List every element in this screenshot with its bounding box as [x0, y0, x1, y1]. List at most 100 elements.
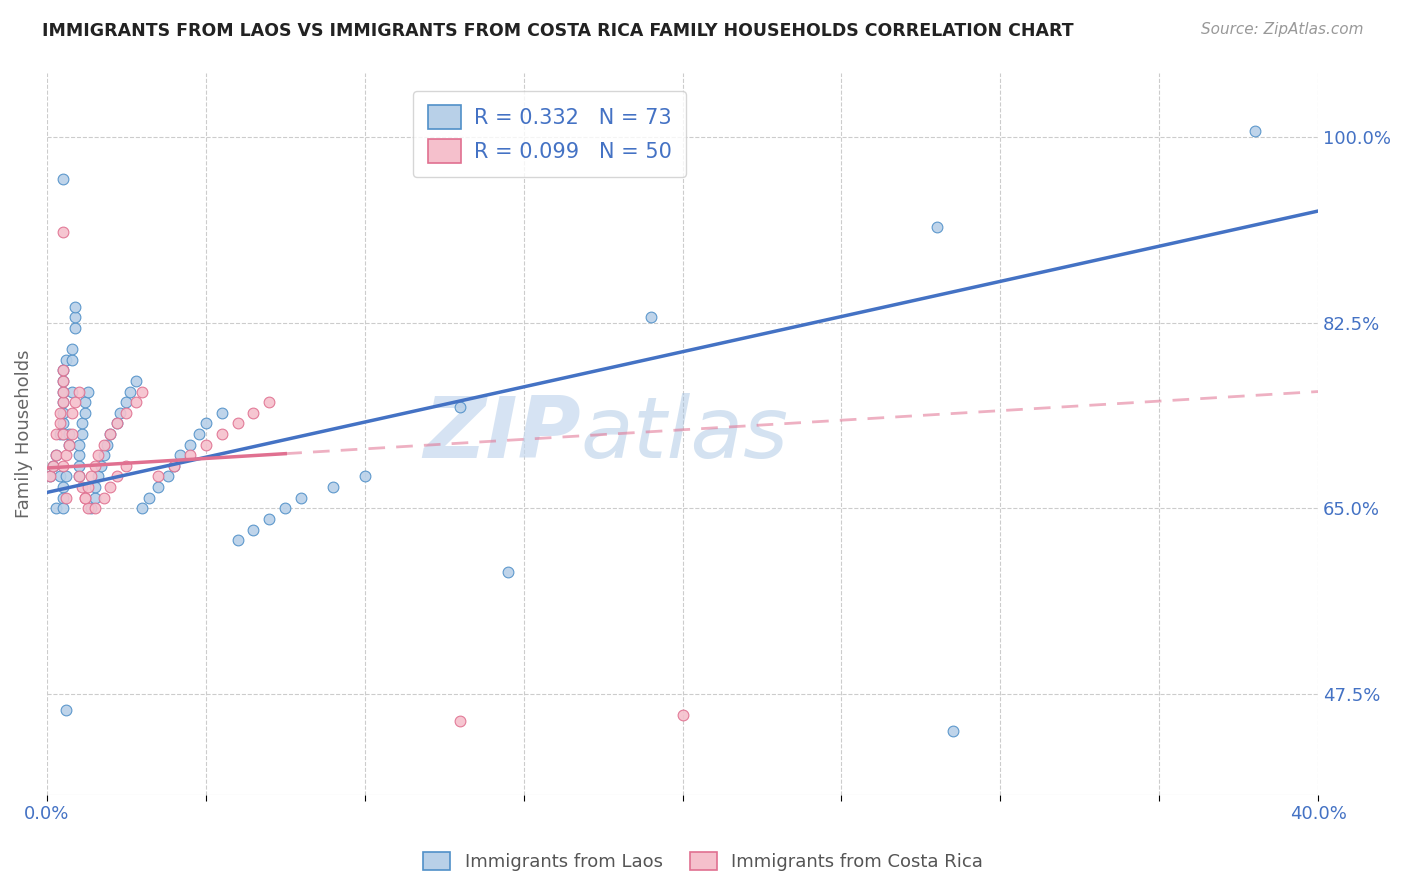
- Text: IMMIGRANTS FROM LAOS VS IMMIGRANTS FROM COSTA RICA FAMILY HOUSEHOLDS CORRELATION: IMMIGRANTS FROM LAOS VS IMMIGRANTS FROM …: [42, 22, 1074, 40]
- Point: [163, 458, 186, 473]
- Point: [100, 427, 122, 442]
- Point: [52, 491, 75, 505]
- Point: [259, 395, 281, 409]
- Point: [45, 448, 67, 462]
- Point: [52, 374, 75, 388]
- Point: [55, 469, 77, 483]
- Legend: R = 0.332   N = 73, R = 0.099   N = 50: R = 0.332 N = 73, R = 0.099 N = 50: [413, 91, 686, 178]
- Point: [163, 458, 186, 473]
- Point: [55, 703, 77, 717]
- Point: [83, 480, 105, 494]
- Point: [52, 427, 75, 442]
- Point: [55, 352, 77, 367]
- Point: [73, 406, 96, 420]
- Point: [45, 427, 67, 442]
- Point: [138, 491, 160, 505]
- Point: [70, 480, 93, 494]
- Point: [125, 395, 148, 409]
- Point: [115, 406, 138, 420]
- Point: [65, 310, 87, 325]
- Point: [67, 448, 90, 462]
- Point: [52, 427, 75, 442]
- Point: [169, 448, 191, 462]
- Point: [100, 480, 122, 494]
- Point: [671, 708, 693, 723]
- Point: [48, 406, 70, 420]
- Point: [52, 374, 75, 388]
- Point: [226, 533, 249, 548]
- Point: [179, 437, 201, 451]
- Point: [52, 417, 75, 431]
- Point: [449, 401, 471, 415]
- Point: [211, 427, 233, 442]
- Point: [52, 395, 75, 409]
- Point: [131, 384, 153, 399]
- Point: [70, 427, 93, 442]
- Point: [52, 501, 75, 516]
- Point: [73, 491, 96, 505]
- Point: [52, 172, 75, 186]
- Point: [65, 300, 87, 314]
- Text: atlas: atlas: [581, 392, 789, 475]
- Point: [115, 458, 138, 473]
- Point: [42, 458, 65, 473]
- Point: [67, 437, 90, 451]
- Point: [93, 437, 115, 451]
- Point: [52, 395, 75, 409]
- Point: [60, 427, 83, 442]
- Point: [259, 512, 281, 526]
- Point: [42, 458, 65, 473]
- Point: [156, 469, 179, 483]
- Point: [58, 427, 80, 442]
- Point: [52, 480, 75, 494]
- Point: [242, 523, 264, 537]
- Point: [52, 363, 75, 377]
- Point: [70, 417, 93, 431]
- Point: [65, 395, 87, 409]
- Point: [48, 427, 70, 442]
- Text: ZIP: ZIP: [423, 392, 581, 475]
- Point: [105, 417, 128, 431]
- Point: [93, 448, 115, 462]
- Point: [45, 448, 67, 462]
- Point: [83, 501, 105, 516]
- Point: [1243, 124, 1265, 138]
- Point: [45, 501, 67, 516]
- Point: [77, 501, 100, 516]
- Point: [242, 406, 264, 420]
- Point: [39, 469, 62, 483]
- Point: [146, 480, 169, 494]
- Point: [87, 469, 110, 483]
- Point: [90, 458, 112, 473]
- Point: [105, 469, 128, 483]
- Point: [290, 491, 312, 505]
- Point: [179, 448, 201, 462]
- Point: [118, 384, 141, 399]
- Point: [496, 565, 519, 579]
- Point: [52, 363, 75, 377]
- Point: [96, 437, 118, 451]
- Point: [226, 417, 249, 431]
- Point: [211, 406, 233, 420]
- Y-axis label: Family Households: Family Households: [15, 350, 32, 518]
- Point: [48, 417, 70, 431]
- Point: [52, 458, 75, 473]
- Point: [58, 437, 80, 451]
- Point: [942, 724, 965, 739]
- Point: [55, 448, 77, 462]
- Point: [52, 225, 75, 239]
- Point: [83, 458, 105, 473]
- Point: [125, 374, 148, 388]
- Point: [60, 352, 83, 367]
- Point: [353, 469, 375, 483]
- Legend: Immigrants from Laos, Immigrants from Costa Rica: Immigrants from Laos, Immigrants from Co…: [416, 845, 990, 879]
- Point: [48, 469, 70, 483]
- Point: [100, 427, 122, 442]
- Point: [640, 310, 662, 325]
- Point: [194, 437, 217, 451]
- Point: [194, 417, 217, 431]
- Point: [55, 491, 77, 505]
- Point: [115, 395, 138, 409]
- Point: [322, 480, 344, 494]
- Point: [188, 427, 211, 442]
